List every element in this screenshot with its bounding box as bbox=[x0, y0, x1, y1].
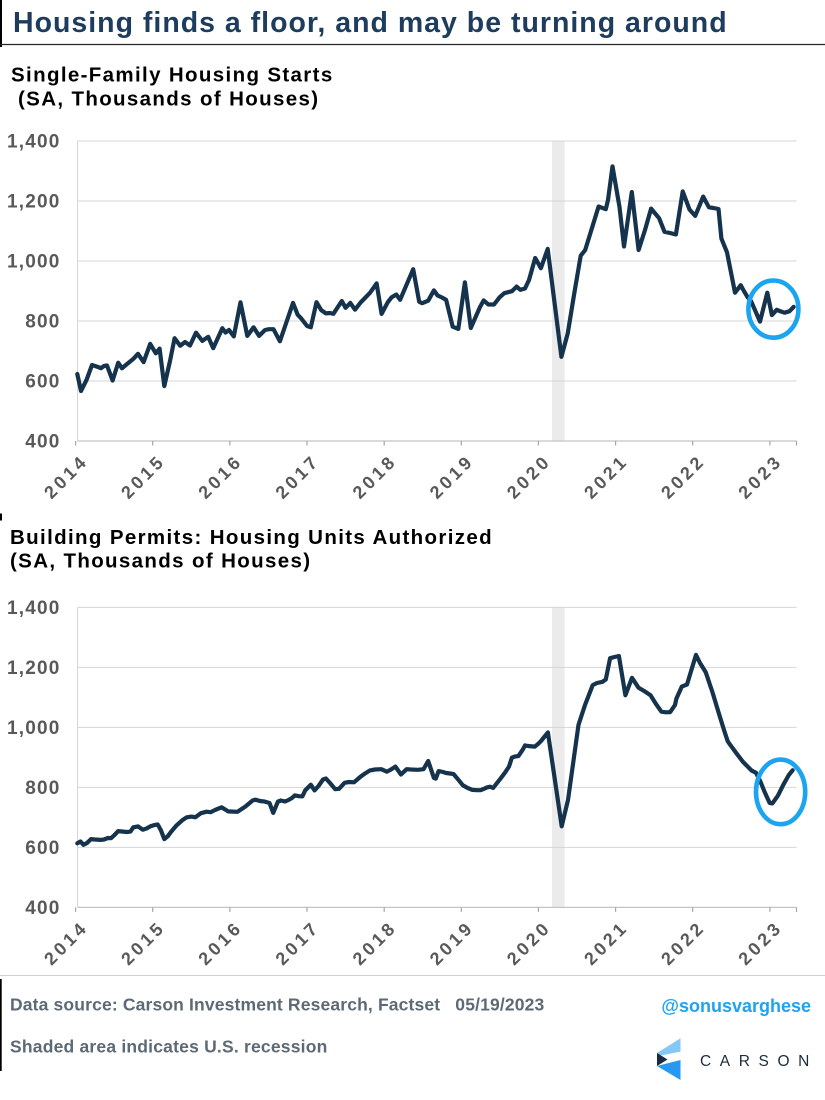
svg-text:400: 400 bbox=[25, 432, 60, 453]
svg-text:CARSON: CARSON bbox=[700, 1053, 818, 1070]
svg-text:2015: 2015 bbox=[117, 451, 169, 503]
svg-text:1,400: 1,400 bbox=[7, 132, 61, 153]
svg-text:2023: 2023 bbox=[734, 451, 786, 503]
svg-text:2017: 2017 bbox=[272, 917, 324, 969]
svg-text:800: 800 bbox=[25, 312, 60, 333]
svg-text:2020: 2020 bbox=[503, 451, 555, 503]
svg-text:2017: 2017 bbox=[272, 451, 324, 503]
svg-text:2018: 2018 bbox=[349, 917, 401, 969]
svg-text:Building Permits: Housing Unit: Building Permits: Housing Units Authoriz… bbox=[10, 526, 493, 549]
svg-text:1,000: 1,000 bbox=[7, 718, 61, 739]
svg-text:(SA, Thousands of Houses): (SA, Thousands of Houses) bbox=[10, 550, 311, 573]
svg-text:1,200: 1,200 bbox=[7, 192, 61, 213]
svg-text:400: 400 bbox=[25, 898, 60, 919]
svg-text:2021: 2021 bbox=[580, 917, 632, 969]
svg-text:2020: 2020 bbox=[503, 917, 555, 969]
svg-text:1,400: 1,400 bbox=[7, 598, 61, 619]
svg-text:Single-Family Housing Starts: Single-Family Housing Starts bbox=[11, 64, 334, 87]
svg-text:2019: 2019 bbox=[426, 917, 478, 969]
svg-text:Shaded area indicates U.S. rec: Shaded area indicates U.S. recession bbox=[10, 1037, 327, 1057]
svg-text:@sonusvarghese: @sonusvarghese bbox=[661, 996, 811, 1016]
svg-text:2019: 2019 bbox=[426, 451, 478, 503]
svg-text:2023: 2023 bbox=[734, 917, 786, 969]
svg-text:2014: 2014 bbox=[40, 917, 92, 969]
svg-text:1,200: 1,200 bbox=[7, 658, 61, 679]
svg-text:1,000: 1,000 bbox=[7, 252, 61, 273]
svg-text:2022: 2022 bbox=[657, 451, 709, 503]
svg-text:(SA, Thousands of Houses): (SA, Thousands of Houses) bbox=[18, 88, 319, 111]
svg-text:2021: 2021 bbox=[580, 451, 632, 503]
svg-text:2016: 2016 bbox=[194, 917, 246, 969]
svg-text:2014: 2014 bbox=[40, 451, 92, 503]
svg-text:600: 600 bbox=[25, 372, 60, 393]
svg-text:Housing finds a floor, and may: Housing finds a floor, and may be turnin… bbox=[13, 7, 728, 39]
svg-text:600: 600 bbox=[25, 838, 60, 859]
svg-text:2022: 2022 bbox=[657, 917, 709, 969]
svg-text:2018: 2018 bbox=[349, 451, 401, 503]
svg-text:2016: 2016 bbox=[194, 451, 246, 503]
svg-text:2015: 2015 bbox=[117, 917, 169, 969]
svg-text:Data source: Carson Investment: Data source: Carson Investment Research,… bbox=[10, 995, 545, 1015]
svg-text:800: 800 bbox=[25, 778, 60, 799]
